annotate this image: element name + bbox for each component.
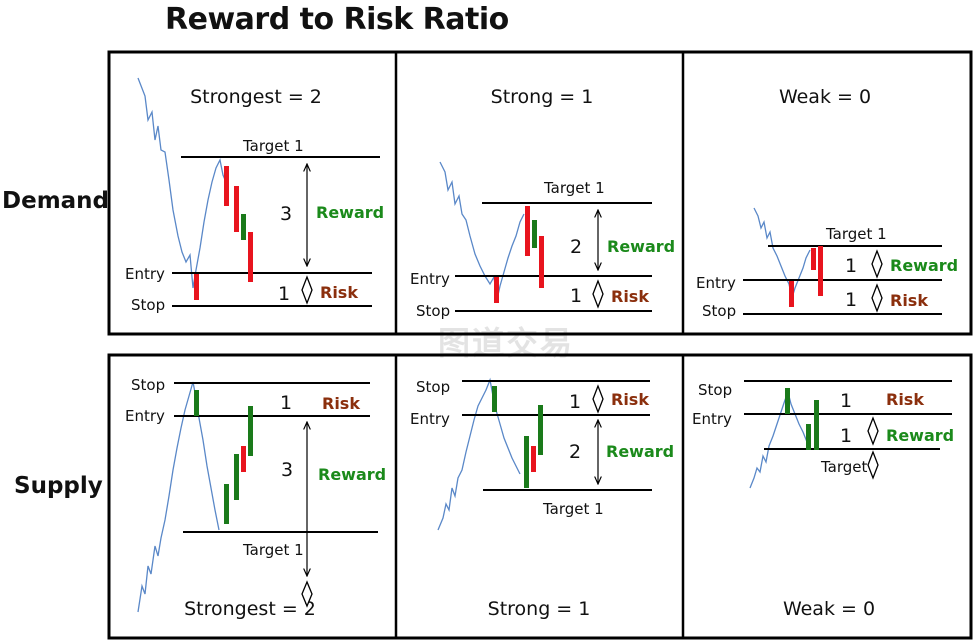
risk-diamond-icon (592, 384, 604, 414)
stop-label: Stop (416, 378, 450, 396)
reward-number: 3 (280, 203, 292, 225)
candle-bearish (224, 166, 229, 206)
panel-supply-weak: Weak = 0 Stop Entry Target 1 1 Risk Rewa… (692, 380, 954, 620)
row-label-demand: Demand (2, 188, 110, 214)
reward-label: Reward (606, 442, 674, 461)
entry-label: Entry (696, 274, 736, 292)
panel-demand-strongest: Strongest = 2 Target 1 Entry Stop 3 1 Re… (125, 77, 384, 314)
candle-bearish (818, 246, 823, 296)
reward-label: Reward (886, 426, 954, 445)
candle-bearish (494, 277, 499, 303)
candle-bearish (531, 446, 536, 472)
panel-heading: Strongest = 2 (184, 598, 316, 620)
price-line (749, 389, 808, 489)
supply-row-frame (107, 353, 973, 640)
candle-bullish (538, 405, 543, 455)
candle-bullish (224, 484, 229, 524)
target-label: Target 1 (542, 500, 604, 518)
price-line (437, 377, 521, 531)
reward-diamond-icon (871, 249, 883, 279)
target-label: Target (820, 458, 868, 476)
panel-heading: Strong = 1 (488, 598, 591, 620)
candle-bearish (789, 281, 794, 307)
risk-diamond-icon (867, 416, 879, 446)
risk-label: Risk (611, 390, 649, 409)
risk-number: 1 (570, 285, 582, 307)
risk-label: Risk (322, 394, 360, 413)
risk-label: Risk (886, 390, 924, 409)
candle-bullish (234, 454, 239, 500)
risk-diamond-icon (871, 283, 883, 313)
candle-bearish (194, 274, 199, 300)
reward-number: 1 (840, 425, 852, 447)
reward-number: 2 (570, 236, 582, 258)
target-diamond-icon (301, 580, 313, 608)
candle-bullish (806, 424, 811, 450)
price-line (439, 161, 525, 301)
candle-bullish (248, 406, 253, 456)
candle-bullish (785, 388, 790, 414)
candle-bearish (234, 186, 239, 232)
row-label-supply: Supply (14, 473, 103, 499)
panel-heading: Strong = 1 (491, 86, 594, 108)
reward-label: Reward (890, 256, 958, 275)
target-diamond-icon (867, 450, 879, 480)
risk-number: 1 (840, 390, 852, 412)
candle-bearish (539, 236, 544, 288)
risk-diamond-icon (301, 275, 313, 305)
candle-bearish (248, 232, 253, 282)
reward-label: Reward (607, 237, 675, 256)
stop-label: Stop (131, 296, 165, 314)
panel-heading: Weak = 0 (779, 86, 871, 108)
risk-number: 1 (569, 391, 581, 413)
risk-number: 1 (278, 283, 290, 305)
reward-label: Reward (316, 203, 384, 222)
candle-bullish (492, 386, 497, 412)
entry-label: Entry (410, 410, 450, 428)
stop-label: Stop (131, 376, 165, 394)
entry-label: Entry (410, 270, 450, 288)
reward-number: 3 (281, 459, 293, 481)
panel-supply-strongest: Strongest = 2 Stop Entry Target 1 1 3 Ri… (125, 376, 386, 620)
panel-supply-strong: Strong = 1 Stop Entry Target 1 1 2 Risk … (410, 377, 674, 620)
risk-number: 1 (845, 289, 857, 311)
panel-demand-strong: Strong = 1 Target 1 Entry Stop 2 1 Rewar… (410, 86, 675, 320)
demand-row-frame (107, 50, 973, 336)
stop-label: Stop (702, 302, 736, 320)
risk-label: Risk (611, 287, 649, 306)
price-line (137, 77, 227, 289)
stop-label: Stop (416, 302, 450, 320)
reward-number: 2 (569, 441, 581, 463)
panel-heading: Weak = 0 (783, 598, 875, 620)
risk-label: Risk (320, 283, 358, 302)
risk-diamond-icon (592, 279, 604, 309)
target-label: Target 1 (242, 541, 304, 559)
reward-number: 1 (845, 255, 857, 277)
reward-label: Reward (318, 465, 386, 484)
panel-demand-weak: Weak = 0 Target 1 Entry Stop 1 1 Reward … (696, 86, 958, 320)
entry-label: Entry (125, 407, 165, 425)
candle-bullish (532, 220, 537, 248)
page-title: Reward to Risk Ratio (165, 2, 509, 37)
entry-label: Entry (125, 265, 165, 283)
price-line (137, 381, 220, 613)
stop-label: Stop (698, 381, 732, 399)
target-label: Target 1 (825, 225, 887, 243)
target-label: Target 1 (242, 137, 304, 155)
risk-label: Risk (890, 291, 928, 310)
price-line (753, 207, 811, 299)
candle-bullish (194, 390, 199, 416)
entry-label: Entry (692, 410, 732, 428)
candle-bearish (525, 206, 530, 256)
candle-bullish (524, 436, 529, 488)
risk-number: 1 (280, 392, 292, 414)
candle-bearish (241, 446, 246, 472)
candle-bullish (814, 400, 819, 450)
panel-heading: Strongest = 2 (190, 86, 322, 108)
candle-bullish (241, 214, 246, 240)
target-label: Target 1 (543, 179, 605, 197)
candle-bearish (811, 248, 816, 270)
